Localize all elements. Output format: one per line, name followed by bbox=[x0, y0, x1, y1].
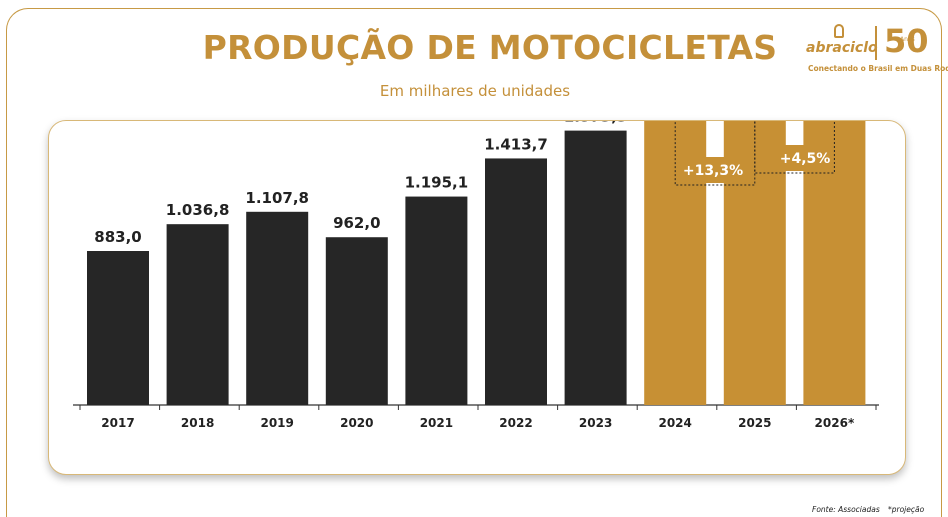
data-label-2019: 1.107,8 bbox=[245, 189, 309, 207]
tick-label-2021: 2021 bbox=[420, 416, 453, 430]
bar-2018 bbox=[166, 224, 229, 405]
bar-2017 bbox=[87, 251, 149, 405]
helmet-icon bbox=[834, 24, 844, 38]
footer-source: Fonte: Associadas bbox=[812, 505, 880, 514]
data-label-2022: 1.413,7 bbox=[484, 135, 548, 153]
page-subtitle: Em milhares de unidades bbox=[379, 82, 571, 100]
chart-card: 883,0 2017 1.036,8 2018 1.107,8 2019 962,0 2020… bbox=[48, 120, 906, 475]
tick-label-2019: 2019 bbox=[260, 416, 293, 430]
page-title: PRODUÇÃO DE MOTOCICLETAS bbox=[202, 28, 778, 67]
logo-tagline: Conectando o Brasil em Duas Rodas bbox=[808, 64, 948, 73]
growth-bracket-0 bbox=[674, 121, 756, 186]
growth-badge-1 bbox=[767, 145, 843, 171]
logo-anniversary-suffix: Anos bbox=[900, 36, 915, 43]
bar-2022 bbox=[485, 158, 547, 405]
page-frame bbox=[6, 8, 942, 517]
data-label-2021: 1.195,1 bbox=[405, 174, 469, 192]
tick-label-2026: 2026* bbox=[815, 416, 855, 430]
data-label-2020: 962,0 bbox=[333, 214, 380, 232]
growth-label-1: +4,5% bbox=[780, 151, 831, 167]
bar-2020 bbox=[325, 237, 388, 405]
tick-label-2018: 2018 bbox=[181, 416, 214, 430]
bar-chart: 883,0 2017 1.036,8 2018 1.107,8 2019 962,0 2020… bbox=[73, 121, 879, 430]
bar-2023 bbox=[564, 130, 627, 406]
abraciclo-logo: abraciclo 50 Anos Conectando o Brasil em… bbox=[800, 22, 948, 78]
tick-label-2022: 2022 bbox=[499, 416, 532, 430]
footer-note: *projeção bbox=[888, 505, 925, 514]
logo-divider bbox=[875, 26, 877, 60]
growth-badge-0 bbox=[677, 157, 749, 183]
bar-2021 bbox=[405, 196, 468, 405]
tick-label-2023: 2023 bbox=[579, 416, 612, 430]
data-label-2023: 1.573,3 bbox=[564, 121, 628, 126]
logo-anniversary: 50 bbox=[884, 22, 929, 60]
tick-label-2024: 2024 bbox=[658, 416, 691, 430]
data-label-2017: 883,0 bbox=[94, 228, 141, 246]
logo-name: abraciclo bbox=[806, 40, 878, 56]
tick-label-2025: 2025 bbox=[738, 416, 771, 430]
tick-label-2020: 2020 bbox=[340, 416, 373, 430]
data-label-2018: 1.036,8 bbox=[166, 201, 230, 219]
growth-label-0: +13,3% bbox=[683, 163, 743, 179]
tick-label-2017: 2017 bbox=[101, 416, 134, 430]
bar-2019 bbox=[246, 211, 309, 405]
